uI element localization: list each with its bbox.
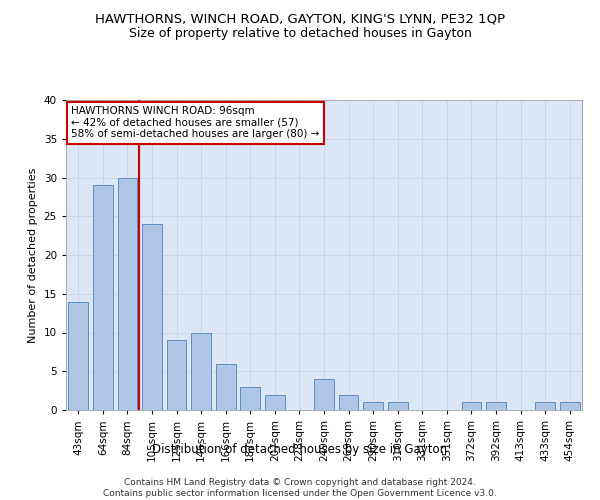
Bar	[339, 394, 358, 410]
Text: HAWTHORNS, WINCH ROAD, GAYTON, KING'S LYNN, PE32 1QP: HAWTHORNS, WINCH ROAD, GAYTON, KING'S LY…	[95, 12, 505, 26]
Bar	[93, 185, 113, 410]
Bar	[142, 224, 162, 410]
Y-axis label: Number of detached properties: Number of detached properties	[28, 168, 38, 342]
Text: HAWTHORNS WINCH ROAD: 96sqm
← 42% of detached houses are smaller (57)
58% of sem: HAWTHORNS WINCH ROAD: 96sqm ← 42% of det…	[71, 106, 320, 140]
Bar	[167, 340, 187, 410]
Bar	[560, 402, 580, 410]
Bar	[314, 379, 334, 410]
Bar	[216, 364, 236, 410]
Bar	[191, 332, 211, 410]
Bar	[388, 402, 407, 410]
Bar	[461, 402, 481, 410]
Bar	[68, 302, 88, 410]
Bar	[486, 402, 506, 410]
Bar	[241, 387, 260, 410]
Text: Size of property relative to detached houses in Gayton: Size of property relative to detached ho…	[128, 28, 472, 40]
Bar	[118, 178, 137, 410]
Bar	[535, 402, 555, 410]
Bar	[364, 402, 383, 410]
Text: Distribution of detached houses by size in Gayton: Distribution of detached houses by size …	[152, 442, 448, 456]
Text: Contains HM Land Registry data © Crown copyright and database right 2024.
Contai: Contains HM Land Registry data © Crown c…	[103, 478, 497, 498]
Bar	[265, 394, 284, 410]
